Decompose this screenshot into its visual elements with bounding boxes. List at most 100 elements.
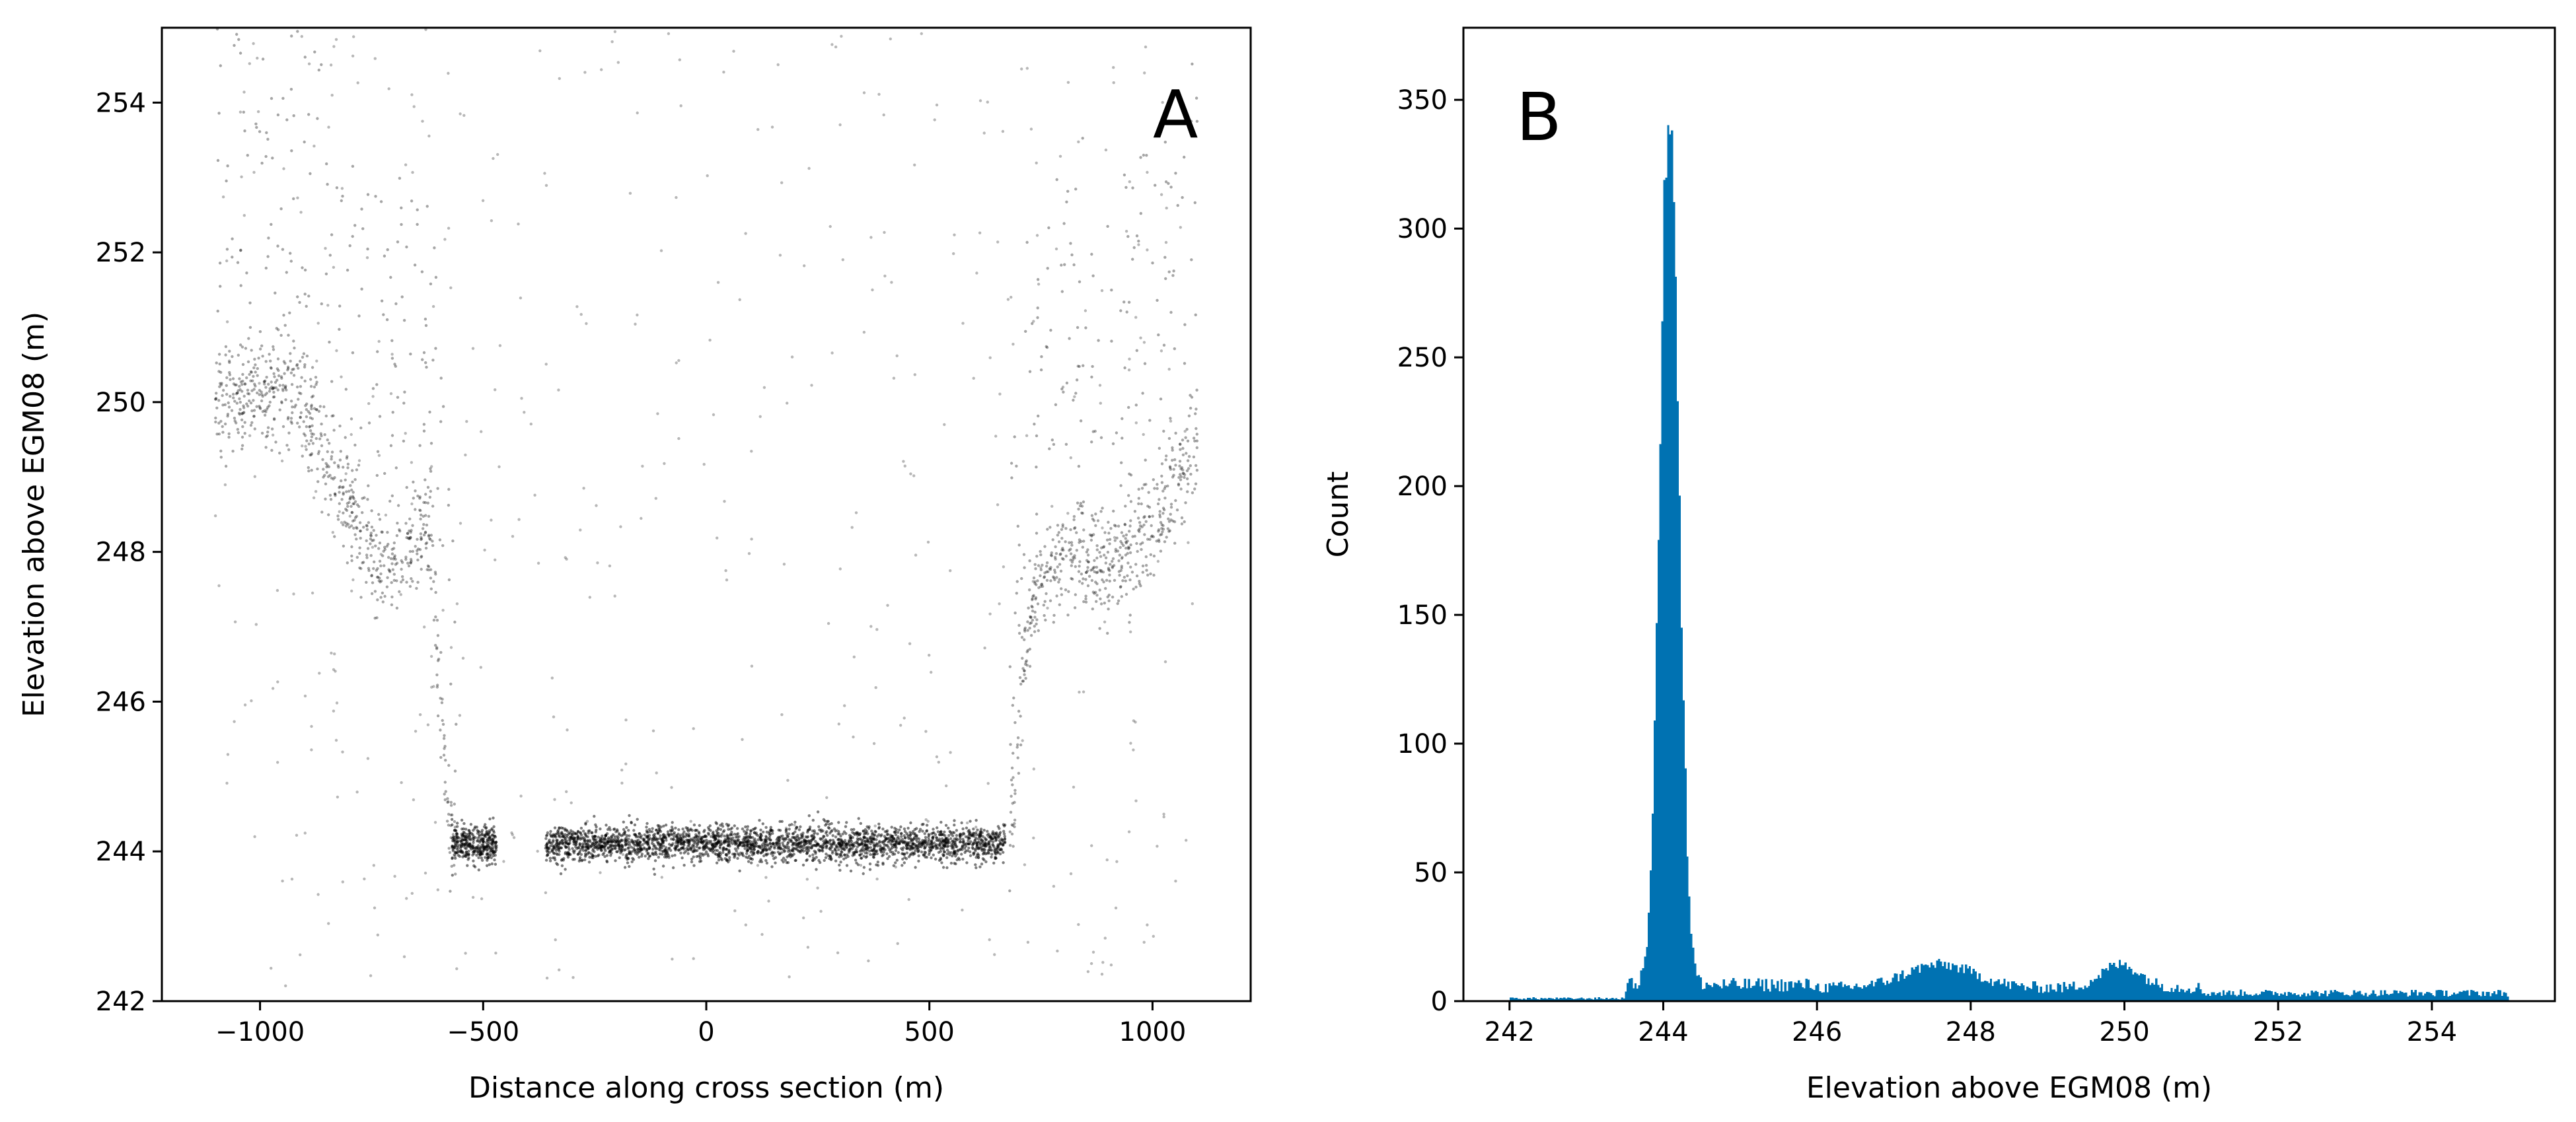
scatter-point <box>667 835 671 838</box>
scatter-point <box>744 232 747 235</box>
scatter-point <box>418 508 422 512</box>
scatter-point <box>1018 676 1022 680</box>
scatter-point <box>447 71 450 75</box>
scatter-point <box>1100 289 1104 293</box>
scatter-point <box>340 479 343 483</box>
scatter-point <box>765 861 769 865</box>
scatter-point <box>280 400 283 403</box>
scatter-point <box>427 134 431 138</box>
scatter-point <box>1078 580 1082 583</box>
scatter-point <box>365 580 368 584</box>
scatter-point <box>550 842 554 845</box>
scatter-point <box>1073 606 1077 610</box>
scatter-point <box>595 504 598 507</box>
scatter-point <box>893 827 897 830</box>
scatter-point <box>840 843 844 846</box>
scatter-point <box>904 847 908 850</box>
scatter-point <box>961 908 964 912</box>
scatter-point <box>1075 531 1078 534</box>
scatter-point <box>216 158 220 162</box>
scatter-point <box>344 478 347 481</box>
scatter-point <box>279 207 283 211</box>
scatter-point <box>591 856 595 860</box>
scatter-point <box>450 818 454 822</box>
scatter-point <box>252 170 256 174</box>
scatter-point <box>382 549 385 553</box>
scatter-point <box>324 482 328 485</box>
scatter-point <box>214 416 217 420</box>
scatter-point <box>326 475 330 478</box>
scatter-point <box>790 355 794 359</box>
scatter-point <box>844 856 848 860</box>
scatter-point <box>402 439 406 443</box>
scatter-point <box>625 853 628 857</box>
scatter-point <box>270 427 274 431</box>
scatter-point <box>782 843 785 847</box>
scatter-point <box>318 405 322 408</box>
scatter-point <box>553 858 557 862</box>
scatter-point <box>1154 184 1157 187</box>
scatter-point <box>287 448 291 452</box>
scatter-point <box>410 577 413 580</box>
scatter-point <box>1111 557 1115 561</box>
scatter-point <box>453 855 457 858</box>
scatter-point <box>982 844 986 848</box>
scatter-point <box>429 470 433 473</box>
scatter-point <box>868 862 872 866</box>
scatter-point <box>1082 600 1086 604</box>
scatter-point <box>484 856 487 859</box>
scatter-point <box>1079 419 1083 423</box>
scatter-point <box>376 933 379 937</box>
scatter-point <box>448 851 452 855</box>
scatter-point <box>293 346 296 350</box>
scatter-point <box>263 413 267 417</box>
scatter-point <box>350 417 353 421</box>
scatter-point <box>1183 155 1186 159</box>
scatter-point <box>490 856 493 860</box>
scatter-point <box>266 405 270 409</box>
scatter-point <box>1080 540 1083 543</box>
scatter-point <box>594 855 597 858</box>
scatter-point <box>618 845 622 849</box>
scatter-point <box>978 231 982 234</box>
scatter-point <box>240 175 243 178</box>
scatter-point <box>704 835 708 839</box>
scatter-point <box>491 833 494 837</box>
scatter-point <box>932 841 936 845</box>
scatter-point <box>904 857 908 860</box>
scatter-point <box>745 855 748 859</box>
scatter-point <box>381 591 385 595</box>
scatter-point <box>651 847 655 851</box>
scatter-point <box>817 825 821 829</box>
scatter-point <box>758 845 761 849</box>
scatter-point <box>702 845 706 849</box>
scatter-point <box>544 363 548 366</box>
scatter-point <box>274 291 277 295</box>
scatter-point <box>788 827 791 831</box>
scatter-point <box>1173 520 1177 524</box>
scatter-point <box>887 855 891 859</box>
scatter-point <box>271 157 274 160</box>
scatter-point <box>1194 482 1198 485</box>
scatter-point <box>1060 536 1064 540</box>
scatter-point <box>1129 500 1133 503</box>
scatter-point <box>224 464 228 468</box>
scatter-point <box>490 862 494 866</box>
scatter-point <box>1194 313 1197 316</box>
scatter-point <box>664 836 668 840</box>
scatter-point <box>1009 810 1013 814</box>
scatter-point <box>917 859 920 863</box>
scatter-point <box>625 825 628 829</box>
scatter-point <box>299 385 303 388</box>
scatter-point <box>238 384 241 388</box>
scatter-point <box>647 827 651 831</box>
scatter-point <box>1059 569 1063 573</box>
scatter-point <box>1077 464 1081 468</box>
scatter-point <box>346 466 350 470</box>
scatter-point <box>790 823 793 826</box>
scatter-point <box>597 853 601 857</box>
scatter-point <box>363 496 366 499</box>
scatter-point <box>606 827 610 831</box>
scatter-point <box>937 851 941 855</box>
scatter-point <box>1156 559 1160 563</box>
